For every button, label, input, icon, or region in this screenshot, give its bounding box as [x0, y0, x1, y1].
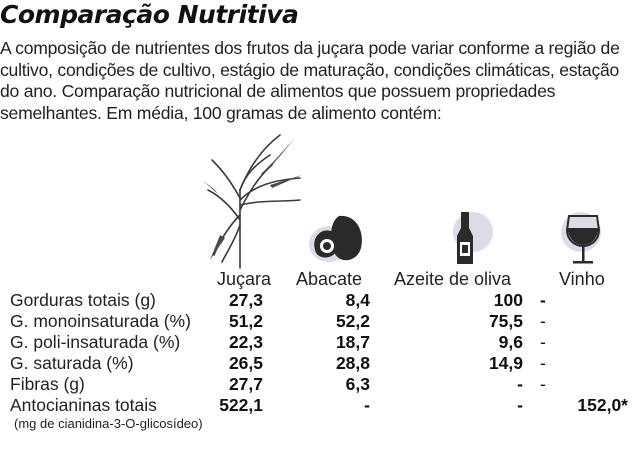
cell-vinho: -	[540, 374, 546, 394]
cell-abacate: 8,4	[345, 290, 370, 310]
cell-azeite: -	[517, 395, 523, 415]
cell-jucara: 22,3	[228, 332, 263, 352]
cell-jucara: 522,1	[219, 395, 263, 415]
column-header-vinho: Vinho	[559, 269, 605, 289]
row-label: G. poli-insaturada (%)	[10, 332, 181, 352]
wine-glass-icon	[561, 212, 601, 264]
cell-vinho: 152,0*	[577, 395, 628, 415]
cell-jucara: 27,7	[228, 374, 263, 394]
units-note: (mg de cianidina-3-O-glicosídeo)	[14, 416, 203, 431]
olive-oil-bottle-icon	[453, 212, 493, 264]
cell-azeite: 100	[493, 290, 523, 310]
row-label: Gorduras totais (g)	[10, 290, 156, 310]
cell-abacate: -	[364, 395, 370, 415]
cell-abacate: 52,2	[335, 311, 370, 331]
column-header-jucara: Juçara	[217, 269, 272, 289]
page-title: Comparação Nutritiva	[0, 0, 299, 29]
row-label: G. saturada (%)	[10, 353, 134, 373]
cell-abacate: 6,3	[345, 374, 370, 394]
cell-jucara: 26,5	[228, 353, 263, 373]
cell-vinho: -	[540, 353, 546, 373]
cell-vinho: -	[540, 332, 546, 352]
column-header-abacate: Abacate	[296, 269, 363, 289]
column-header-azeite: Azeite de oliva	[394, 269, 512, 289]
cell-vinho: -	[540, 311, 546, 331]
intro-paragraph: A composição de nutrientes dos frutos da…	[0, 38, 620, 123]
cell-azeite: -	[517, 374, 523, 394]
cell-vinho: -	[540, 290, 546, 310]
cell-jucara: 51,2	[228, 311, 263, 331]
cell-abacate: 28,8	[335, 353, 370, 373]
cell-azeite: 75,5	[488, 311, 523, 331]
cell-azeite: 9,6	[498, 332, 523, 352]
cell-azeite: 14,9	[488, 353, 523, 373]
row-label: G. monoinsaturada (%)	[10, 311, 191, 331]
row-label: Fibras (g)	[10, 374, 85, 394]
row-label: Antocianinas totais	[10, 395, 157, 415]
cell-abacate: 18,7	[335, 332, 370, 352]
cell-jucara: 27,3	[228, 290, 263, 310]
avocado-icon	[309, 215, 362, 262]
palm-plant-icon	[202, 134, 302, 269]
